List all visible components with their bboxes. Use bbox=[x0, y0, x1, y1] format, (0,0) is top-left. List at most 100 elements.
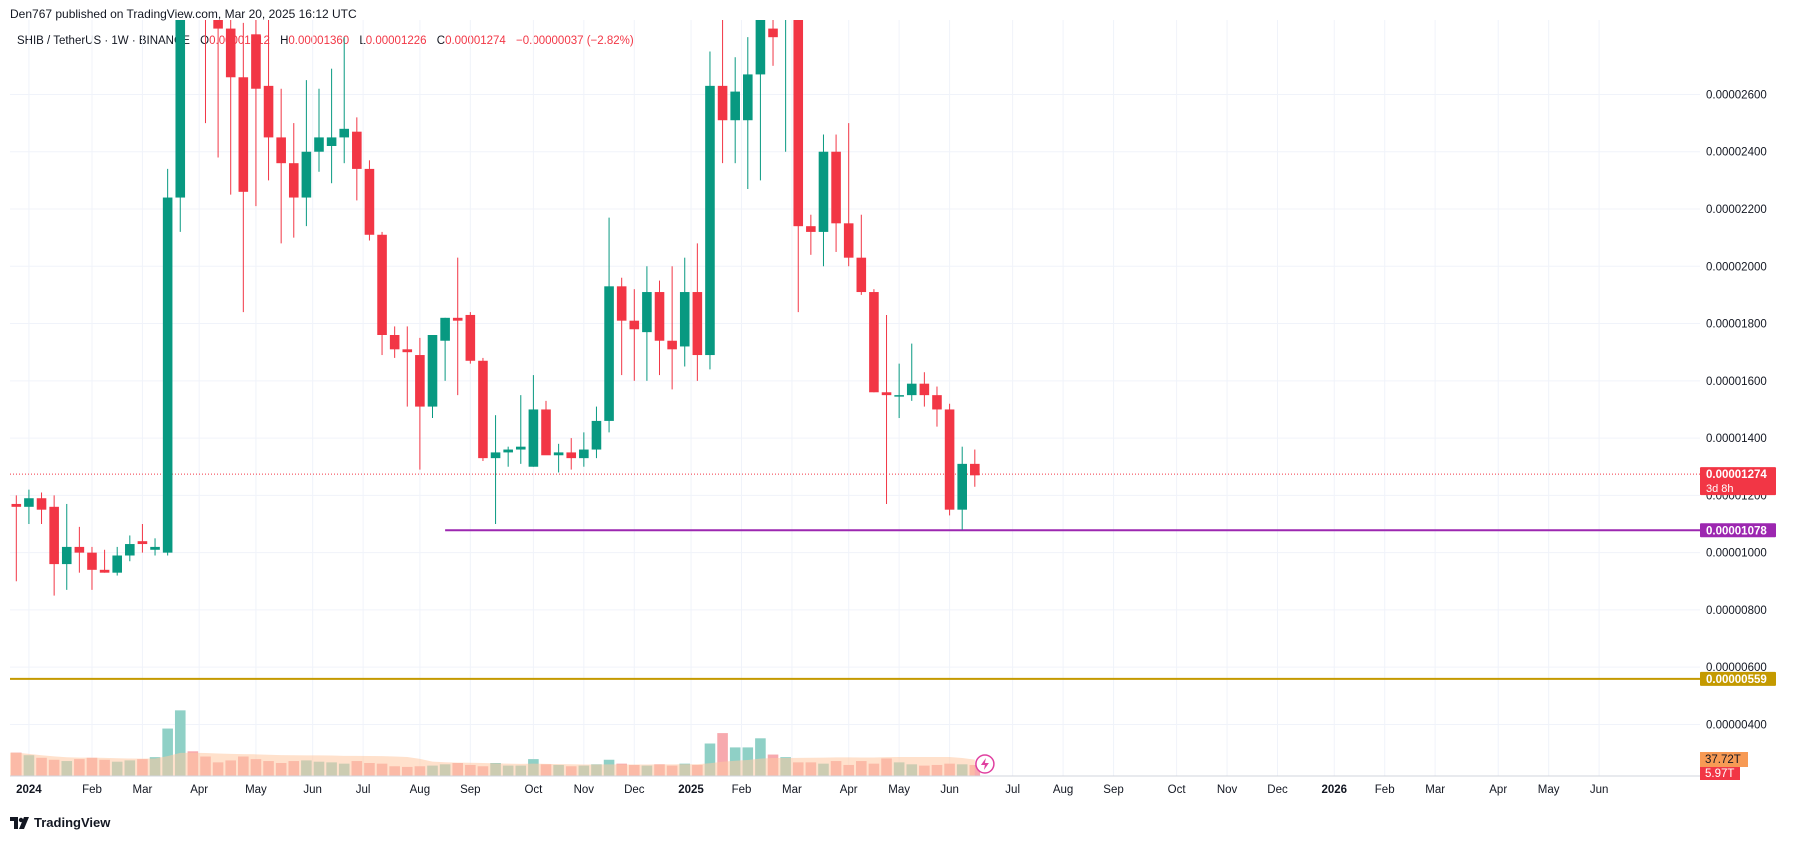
lightning-icon[interactable] bbox=[975, 754, 995, 774]
volume-bars bbox=[10, 710, 981, 776]
candle-body bbox=[970, 463, 980, 476]
change-value: −0.00000037 (−2.82%) bbox=[516, 35, 634, 47]
candle-body bbox=[818, 151, 829, 232]
low-label: L bbox=[359, 35, 366, 47]
candle bbox=[881, 314, 892, 504]
candle-body bbox=[515, 446, 526, 450]
candle bbox=[162, 168, 173, 556]
candle-body bbox=[881, 392, 892, 396]
candle bbox=[768, 20, 778, 66]
axes: 0.00000400 0.00000600 0.00000800 0.00001000… bbox=[10, 89, 1767, 796]
candles bbox=[11, 20, 980, 596]
x-tick-label: Nov bbox=[574, 784, 595, 796]
level-badge-bg bbox=[1700, 523, 1776, 538]
candle-body bbox=[768, 28, 778, 38]
candle bbox=[515, 395, 526, 464]
x-tick-label: Sep bbox=[1103, 784, 1123, 796]
candle-body bbox=[692, 292, 703, 356]
candle bbox=[125, 535, 135, 562]
candle-body bbox=[579, 449, 589, 459]
x-tick-label: Feb bbox=[732, 784, 752, 796]
candle-body bbox=[301, 151, 312, 198]
high-label: H bbox=[280, 35, 289, 47]
horizontal-lines[interactable] bbox=[10, 473, 1700, 680]
volume-bar bbox=[717, 733, 728, 776]
x-tick-label: 2025 bbox=[678, 784, 704, 796]
candle-body bbox=[503, 449, 513, 453]
candle-body bbox=[616, 286, 627, 321]
candle bbox=[339, 37, 350, 164]
candle-body bbox=[843, 223, 854, 258]
candle bbox=[427, 335, 438, 419]
candle bbox=[175, 20, 186, 232]
candle-body bbox=[743, 74, 753, 121]
candle-body bbox=[61, 546, 72, 565]
candle bbox=[74, 526, 85, 573]
x-tick-label: Feb bbox=[1375, 784, 1395, 796]
x-tick-label: Dec bbox=[624, 784, 645, 796]
high-value: 0.00001360 bbox=[288, 35, 350, 47]
volume-badge-ma-bg bbox=[1700, 752, 1748, 767]
tradingview-logo[interactable]: TradingView bbox=[10, 815, 110, 830]
candle bbox=[944, 403, 955, 516]
candle-body bbox=[906, 383, 917, 396]
volume-bar bbox=[704, 743, 716, 776]
candle bbox=[705, 51, 715, 370]
volume-bar bbox=[174, 710, 186, 776]
candle bbox=[225, 20, 236, 195]
candle bbox=[276, 88, 286, 244]
price-chart[interactable]: 0.00000400 0.00000600 0.00000800 0.00001000… bbox=[0, 20, 1793, 810]
candle bbox=[730, 57, 740, 164]
candle bbox=[440, 317, 450, 381]
candle-body bbox=[705, 85, 715, 356]
candle-body bbox=[654, 292, 665, 341]
volume-badge-last: 5.97T bbox=[1705, 768, 1734, 780]
volume-bar bbox=[969, 764, 981, 776]
last-price-badge: 0.00001274 bbox=[1706, 469, 1767, 481]
tradingview-logo-icon bbox=[10, 816, 29, 829]
candle-body bbox=[932, 395, 942, 410]
y-tick-label: 0.00001400 bbox=[1706, 433, 1767, 445]
volume-bar bbox=[162, 728, 173, 776]
candle bbox=[692, 243, 703, 381]
candle bbox=[11, 495, 22, 582]
candle-body bbox=[213, 20, 223, 29]
candle bbox=[679, 257, 690, 367]
candle-body bbox=[112, 555, 122, 573]
x-tick-label: May bbox=[245, 784, 267, 796]
x-tick-label: Sep bbox=[460, 784, 480, 796]
brand-name: TradingView bbox=[34, 815, 111, 830]
y-tick-label: 0.00002200 bbox=[1706, 204, 1767, 216]
candle-body bbox=[566, 452, 577, 459]
candle bbox=[919, 372, 930, 407]
x-tick-label: 2024 bbox=[16, 784, 42, 796]
candle bbox=[465, 312, 476, 364]
candle bbox=[528, 375, 539, 467]
candle-body bbox=[99, 569, 110, 573]
candle-body bbox=[944, 409, 955, 510]
price-badges: 0.00001274 3d 8h 0.00001078 0.00000559 37.72… bbox=[975, 467, 1776, 780]
grid bbox=[10, 20, 1700, 776]
x-tick-label: Jul bbox=[356, 784, 371, 796]
candle-body bbox=[276, 137, 286, 164]
candle-body bbox=[150, 546, 160, 550]
open-label: O bbox=[200, 35, 210, 47]
candle-body bbox=[629, 320, 640, 330]
candle-body bbox=[24, 498, 34, 507]
candle bbox=[503, 446, 513, 467]
candle-body bbox=[74, 546, 85, 553]
y-tick-label: 0.00002000 bbox=[1706, 261, 1767, 273]
candle-body bbox=[478, 360, 488, 459]
x-tick-label: Apr bbox=[1489, 784, 1507, 796]
candle bbox=[24, 489, 34, 524]
candle bbox=[629, 289, 640, 381]
candle-body bbox=[679, 292, 690, 347]
candle bbox=[667, 266, 677, 390]
lightning-icon-bolt bbox=[980, 758, 989, 770]
candle bbox=[389, 326, 400, 358]
candle bbox=[970, 449, 980, 487]
candle bbox=[541, 400, 551, 456]
symbol-name[interactable]: SHIB / TetherUS · 1W · BINANCE bbox=[17, 35, 190, 47]
candle-body bbox=[389, 335, 400, 350]
candle bbox=[478, 357, 488, 461]
